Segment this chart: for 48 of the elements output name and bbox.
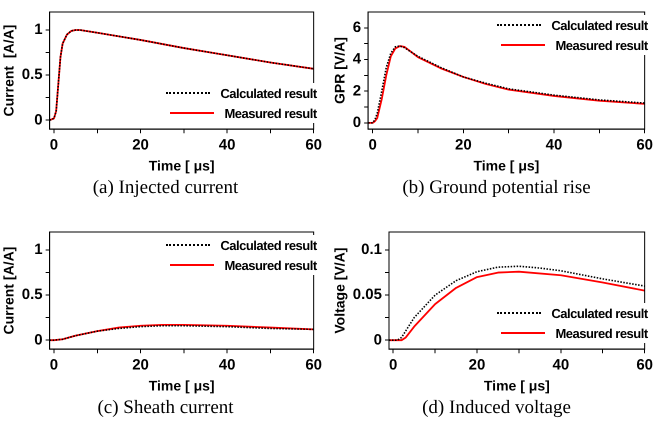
y-tick-label: 2 bbox=[352, 82, 362, 100]
x-tick-label: 40 bbox=[546, 136, 562, 154]
legend-label: Measured result bbox=[555, 326, 648, 341]
legend-label: Measured result bbox=[224, 258, 317, 272]
x-axis-title: Time [ μs] bbox=[473, 157, 540, 174]
legend-label: Calculated result bbox=[220, 238, 317, 252]
y-tick-label: 4 bbox=[352, 50, 362, 68]
y-tick-label: 6 bbox=[352, 18, 362, 36]
x-tick-label: 60 bbox=[636, 356, 653, 374]
y-tick-label: 0.1 bbox=[361, 241, 382, 258]
x-tick-label: 40 bbox=[218, 136, 236, 154]
y-tick-label: 0.5 bbox=[22, 286, 43, 304]
text: (c) Sheath current bbox=[96, 397, 235, 419]
x-axis-title: Time [ μs] bbox=[148, 157, 215, 174]
y-axis-title: Voltage [V/A] bbox=[331, 248, 348, 334]
x-tick-label: 40 bbox=[552, 356, 570, 374]
x-tick-label: 40 bbox=[218, 356, 236, 374]
x-tick-label: 20 bbox=[454, 136, 472, 154]
y-tick-label: 1 bbox=[34, 241, 43, 258]
x-tick-label: 0 bbox=[50, 356, 58, 374]
x-tick-label: 0 bbox=[389, 356, 398, 374]
y-axis-title: Current [A/A] bbox=[0, 246, 16, 335]
x-tick-label: 20 bbox=[132, 136, 149, 154]
x-tick-label: 20 bbox=[132, 356, 149, 374]
x-axis-title: Time [ μs] bbox=[148, 377, 215, 394]
legend-label: Calculated result bbox=[551, 18, 648, 32]
y-tick-label: 0 bbox=[352, 114, 362, 132]
x-tick-label: 0 bbox=[50, 136, 58, 154]
legend-label: Calculated result bbox=[551, 306, 648, 321]
x-tick-label: 60 bbox=[636, 136, 653, 154]
text: (d) Induced voltage bbox=[421, 397, 572, 419]
y-tick-label: 0 bbox=[34, 331, 43, 348]
legend-label: Measured result bbox=[224, 106, 317, 121]
legend-label: Calculated result bbox=[220, 86, 317, 101]
y-tick-label: 0.05 bbox=[352, 286, 382, 304]
x-tick-label: 60 bbox=[305, 136, 322, 154]
y-axis-title: GPR [V/A] bbox=[331, 37, 348, 104]
y-tick-label: 1 bbox=[34, 21, 43, 38]
x-tick-label: 20 bbox=[468, 356, 486, 374]
x-tick-label: 60 bbox=[305, 356, 322, 374]
legend-label: Measured result bbox=[555, 38, 648, 52]
y-tick-label: 0.5 bbox=[22, 66, 43, 84]
text: (a) Injected current bbox=[92, 177, 240, 199]
y-axis-title: Current [A/A] bbox=[0, 24, 16, 116]
x-axis-title: Time [ μs] bbox=[484, 377, 550, 394]
text: (b) Ground potential rise bbox=[401, 177, 592, 199]
y-tick-label: 0 bbox=[34, 111, 43, 128]
y-tick-label: 0 bbox=[374, 331, 382, 348]
